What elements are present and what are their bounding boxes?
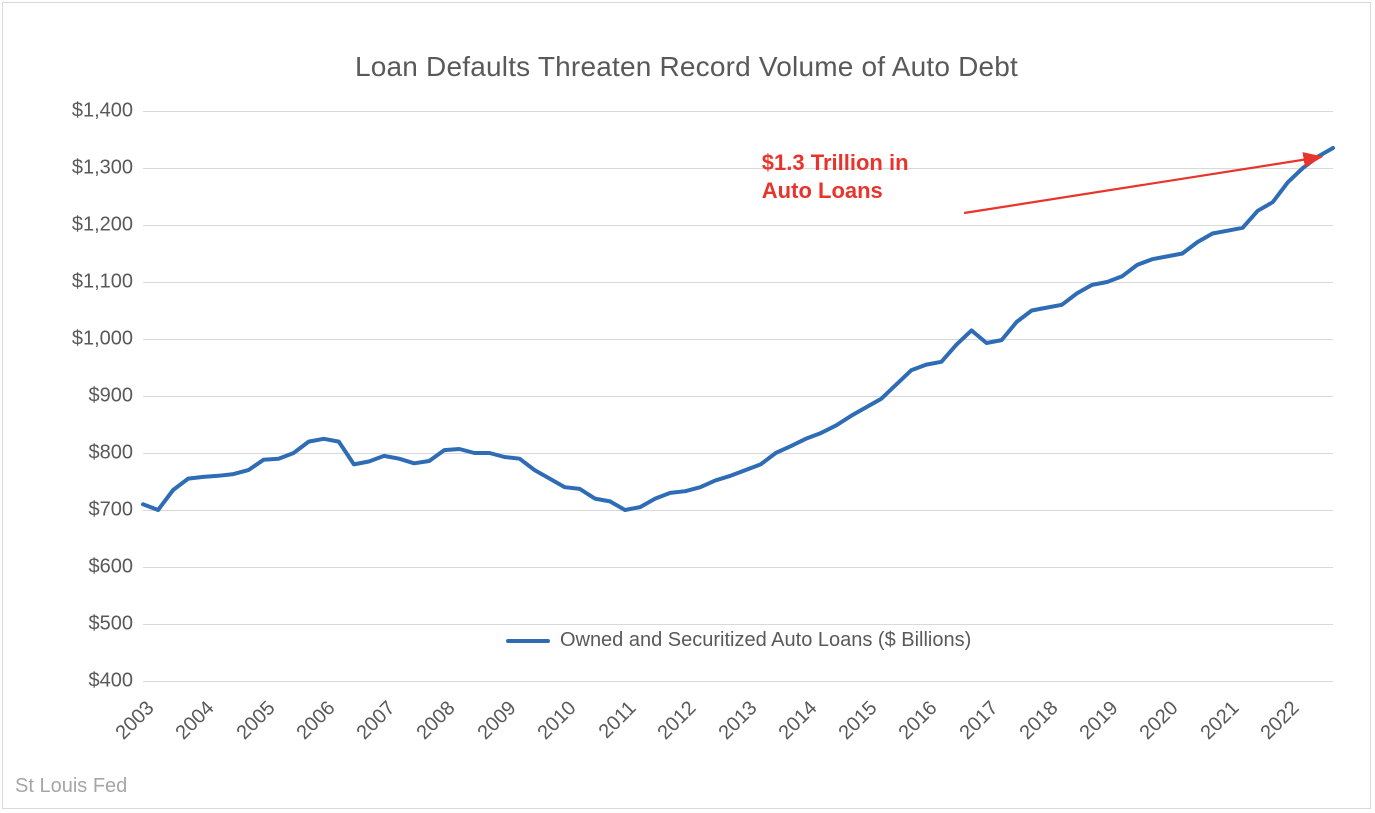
y-axis-label: $1,300 xyxy=(72,157,143,180)
y-axis-label: $1,200 xyxy=(72,214,143,237)
annotation-arrow xyxy=(143,111,1333,681)
x-axis-label: 2012 xyxy=(654,697,702,745)
y-axis-label: $400 xyxy=(89,670,144,693)
x-axis-label: 2011 xyxy=(595,697,642,744)
annotation-text: $1.3 Trillion inAuto Loans xyxy=(762,149,909,204)
plot-area: $400$500$600$700$800$900$1,000$1,100$1,2… xyxy=(143,111,1333,681)
x-axis-label: 2004 xyxy=(172,697,220,745)
y-axis-label: $1,100 xyxy=(72,271,143,294)
x-axis-label: 2015 xyxy=(835,697,883,745)
x-axis-label: 2008 xyxy=(413,697,461,745)
annotation-text-line: $1.3 Trillion in xyxy=(762,149,909,177)
x-axis-label: 2020 xyxy=(1136,697,1184,745)
y-axis-label: $500 xyxy=(89,613,144,636)
x-axis-label: 2022 xyxy=(1256,697,1304,745)
legend-label: Owned and Securitized Auto Loans ($ Bill… xyxy=(560,629,971,652)
y-axis-label: $1,400 xyxy=(72,100,143,123)
x-axis-label: 2003 xyxy=(112,697,160,745)
x-axis-label: 2006 xyxy=(292,697,340,745)
x-axis-label: 2016 xyxy=(895,697,943,745)
x-axis-label: 2017 xyxy=(955,697,1003,745)
source-label: St Louis Fed xyxy=(15,775,127,798)
legend-swatch xyxy=(506,639,550,643)
x-axis-label: 2014 xyxy=(774,697,822,745)
x-axis-label: 2009 xyxy=(473,697,521,745)
chart-frame: Loan Defaults Threaten Record Volume of … xyxy=(2,2,1371,809)
y-axis-label: $1,000 xyxy=(72,328,143,351)
y-axis-label: $800 xyxy=(89,442,144,465)
x-axis-label: 2007 xyxy=(353,697,401,745)
x-axis-label: 2019 xyxy=(1076,697,1124,745)
chart-title: Loan Defaults Threaten Record Volume of … xyxy=(3,51,1370,83)
y-axis-label: $600 xyxy=(89,556,144,579)
y-axis-label: $700 xyxy=(89,499,144,522)
x-axis-label: 2013 xyxy=(714,697,762,745)
x-axis-label: 2010 xyxy=(533,697,581,745)
gridline xyxy=(143,681,1333,682)
annotation-text-line: Auto Loans xyxy=(762,177,909,205)
x-axis-label: 2005 xyxy=(232,697,280,745)
legend: Owned and Securitized Auto Loans ($ Bill… xyxy=(506,629,971,652)
x-axis-label: 2021 xyxy=(1196,697,1244,745)
y-axis-label: $900 xyxy=(89,385,144,408)
x-axis-label: 2018 xyxy=(1015,697,1063,745)
